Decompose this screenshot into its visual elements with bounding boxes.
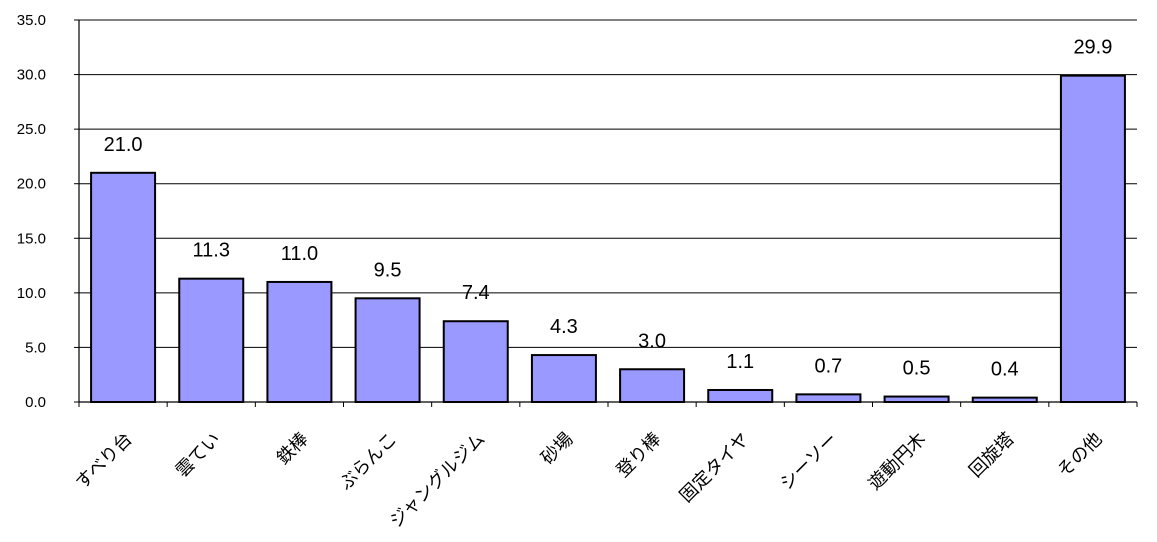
data-label: 29.9 [1073,37,1112,59]
category-label: 遊動円木 [864,429,930,495]
data-label: 0.7 [815,355,843,377]
category-label: すべり台 [72,429,137,494]
category-label: シーソー [776,429,842,495]
data-label: 3.0 [638,330,666,352]
category-label: ぶらんこ [335,429,401,495]
data-label: 1.1 [726,351,754,373]
data-label: 4.3 [550,316,578,338]
bar [795,393,862,403]
y-tick-label: 10.0 [17,285,46,302]
category-label: ジャングルジム [386,429,489,532]
data-label: 0.5 [903,358,931,380]
data-labels: 21.0 11.3 11.0 9.5 7.4 4.3 3.0 1.1 0.7 0.5 0.4 29.9 [104,37,1113,381]
category-label: その他 [1053,429,1106,482]
y-tick-label: 35.0 [17,12,46,29]
bar [178,277,245,404]
bar [442,320,509,403]
y-tick-label: 30.0 [17,67,46,84]
y-tick-label: 15.0 [17,230,46,247]
y-tick-label: 0.0 [25,394,46,411]
data-label: 21.0 [104,134,143,156]
data-label: 11.0 [281,243,318,265]
category-label: 鉄棒 [273,429,313,469]
bar [883,395,950,403]
data-label: 9.5 [374,259,402,281]
category-label: 雲てい [172,429,225,482]
bars [90,74,1126,404]
y-tick-label: 5.0 [25,339,46,356]
y-tick-label: 25.0 [17,121,46,138]
category-label: 回旋塔 [965,429,1018,482]
bar [266,280,333,404]
category-label: 固定タイヤ [676,429,754,507]
category-label: 砂場 [537,429,577,469]
bar [530,354,597,403]
bar [1059,74,1126,403]
bar [619,368,686,403]
y-tick-labels: 0.0 5.0 10.0 15.0 20.0 25.0 30.0 35.0 [17,12,46,411]
data-label: 11.3 [193,240,230,262]
bar [90,171,157,403]
grid-lines [79,19,1137,348]
data-label: 7.4 [462,282,490,304]
data-label: 0.4 [991,359,1019,381]
bar [971,396,1038,403]
y-tick-label: 20.0 [17,176,46,193]
axes [74,19,1138,407]
category-label: 登り棒 [613,429,666,482]
bar [707,388,774,404]
bar [354,297,421,404]
